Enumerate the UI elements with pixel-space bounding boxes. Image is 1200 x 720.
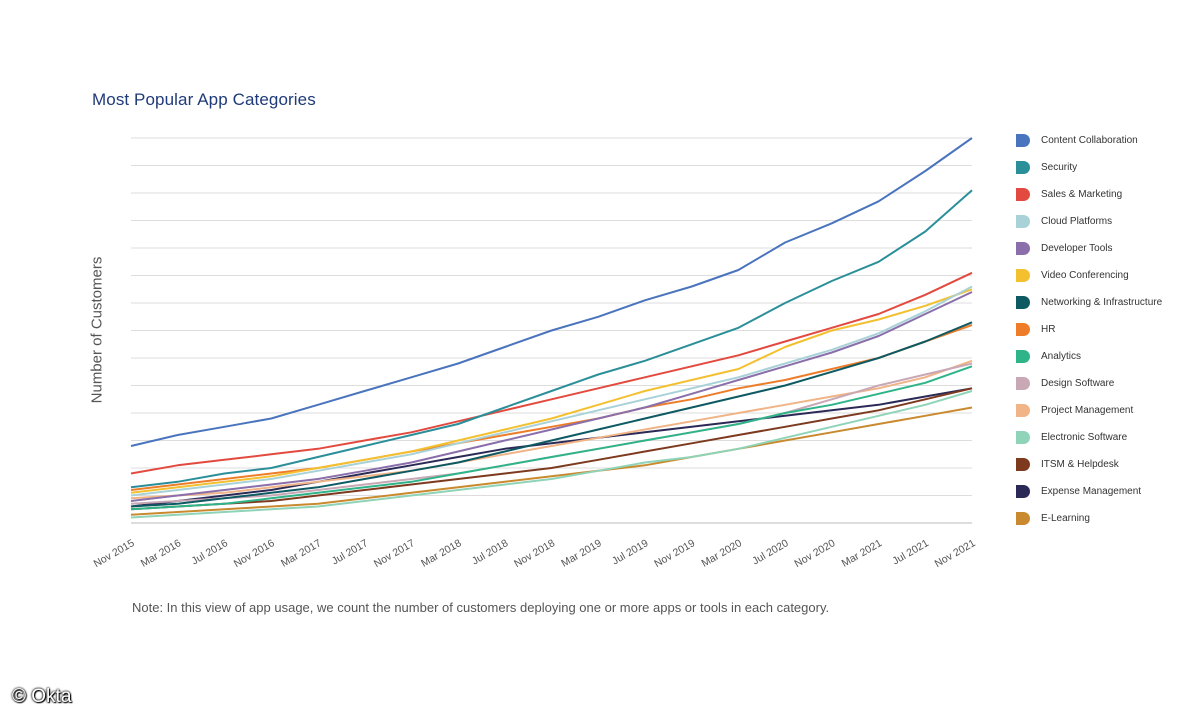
legend: Content Collaboration Security Sales & Mar… — [1016, 133, 1162, 538]
series-line-security — [130, 189, 973, 489]
legend-swatch — [1016, 161, 1030, 174]
series-line-design-software — [130, 362, 973, 505]
x-tick-label: Nov 2016 — [232, 537, 277, 570]
x-tick-label: Nov 2017 — [372, 537, 417, 570]
y-axis-label: Number of Customers — [88, 256, 106, 404]
legend-swatch — [1016, 296, 1030, 309]
legend-item: Sales & Marketing — [1016, 187, 1162, 214]
legend-label: Expense Management — [1041, 486, 1142, 497]
x-tick-label: Nov 2015 — [92, 537, 137, 570]
legend-label: Networking & Infrastructure — [1041, 297, 1163, 308]
legend-item: Developer Tools — [1016, 241, 1162, 268]
legend-item: Analytics — [1016, 349, 1162, 376]
legend-item: HR — [1016, 322, 1162, 349]
x-axis-ticks: Nov 2015 Mar 2016 Jul 2016 Nov 2016 Mar 2017… — [92, 537, 978, 570]
x-tick-label: Jul 2017 — [330, 537, 371, 567]
legend-swatch — [1016, 404, 1030, 417]
legend-label: Design Software — [1041, 378, 1115, 389]
chart-title: Most Popular App Categories — [92, 90, 316, 109]
legend-item: Expense Management — [1016, 484, 1162, 511]
series-line-networking-infrastructure — [130, 321, 973, 508]
legend-item: Cloud Platforms — [1016, 214, 1162, 241]
legend-label: ITSM & Helpdesk — [1041, 459, 1119, 470]
series-line-cloud-platforms — [130, 285, 973, 497]
legend-label: Content Collaboration — [1041, 135, 1138, 146]
legend-label: E-Learning — [1041, 513, 1090, 524]
x-tick-label: Nov 2018 — [512, 537, 557, 570]
x-tick-label: Nov 2021 — [933, 537, 978, 570]
legend-item: E-Learning — [1016, 511, 1162, 538]
legend-label: Developer Tools — [1041, 243, 1113, 254]
series-line-project-management — [130, 359, 973, 500]
legend-swatch — [1016, 512, 1030, 525]
legend-label: Video Conferencing — [1041, 270, 1129, 281]
x-tick-label: Mar 2019 — [559, 537, 604, 570]
series-line-e-learning — [130, 406, 973, 516]
legend-item: Networking & Infrastructure — [1016, 295, 1162, 322]
legend-swatch — [1016, 350, 1030, 363]
series-line-itsm-helpdesk — [130, 387, 973, 511]
legend-item: Project Management — [1016, 403, 1162, 430]
legend-swatch — [1016, 377, 1030, 390]
series-line-video-conferencing — [130, 288, 973, 494]
legend-label: Sales & Marketing — [1041, 189, 1123, 200]
x-tick-label: Jul 2019 — [610, 537, 651, 567]
legend-label: HR — [1041, 324, 1056, 335]
series-lines — [130, 137, 973, 519]
legend-item: ITSM & Helpdesk — [1016, 457, 1162, 484]
x-tick-label: Nov 2020 — [792, 537, 837, 570]
legend-swatch — [1016, 323, 1030, 336]
legend-swatch — [1016, 134, 1030, 147]
chart-note: Note: In this view of app usage, we coun… — [132, 600, 830, 615]
series-line-developer-tools — [130, 291, 973, 502]
legend-item: Content Collaboration — [1016, 133, 1162, 160]
series-line-expense-management — [130, 387, 973, 508]
legend-item: Electronic Software — [1016, 430, 1162, 457]
credit-watermark: © Okta — [12, 686, 72, 707]
legend-label: Electronic Software — [1041, 432, 1128, 443]
legend-label: Analytics — [1041, 351, 1082, 362]
x-tick-label: Mar 2018 — [419, 537, 464, 570]
x-tick-label: Jul 2016 — [190, 537, 231, 567]
legend-item: Video Conferencing — [1016, 268, 1162, 295]
x-tick-label: Nov 2019 — [652, 537, 697, 570]
x-tick-label: Mar 2016 — [139, 537, 184, 570]
series-line-hr — [130, 324, 973, 491]
legend-swatch — [1016, 242, 1030, 255]
x-tick-label: Mar 2020 — [699, 537, 744, 570]
legend-label: Cloud Platforms — [1041, 216, 1113, 227]
legend-item: Design Software — [1016, 376, 1162, 403]
legend-swatch — [1016, 485, 1030, 498]
legend-swatch — [1016, 215, 1030, 228]
x-tick-label: Mar 2017 — [279, 537, 324, 570]
legend-swatch — [1016, 431, 1030, 444]
x-tick-label: Mar 2021 — [840, 537, 885, 570]
x-tick-label: Jul 2018 — [470, 537, 511, 567]
series-line-electronic-software — [130, 390, 973, 519]
series-line-analytics — [130, 365, 973, 511]
legend-label: Project Management — [1041, 405, 1134, 416]
series-line-sales-marketing — [130, 271, 973, 475]
legend-item: Security — [1016, 160, 1162, 187]
legend-swatch — [1016, 458, 1030, 471]
x-tick-label: Jul 2020 — [750, 537, 791, 567]
legend-swatch — [1016, 188, 1030, 201]
series-line-content-collaboration — [130, 137, 973, 447]
legend-label: Security — [1041, 162, 1078, 173]
legend-swatch — [1016, 269, 1030, 282]
x-tick-label: Jul 2021 — [890, 537, 931, 567]
